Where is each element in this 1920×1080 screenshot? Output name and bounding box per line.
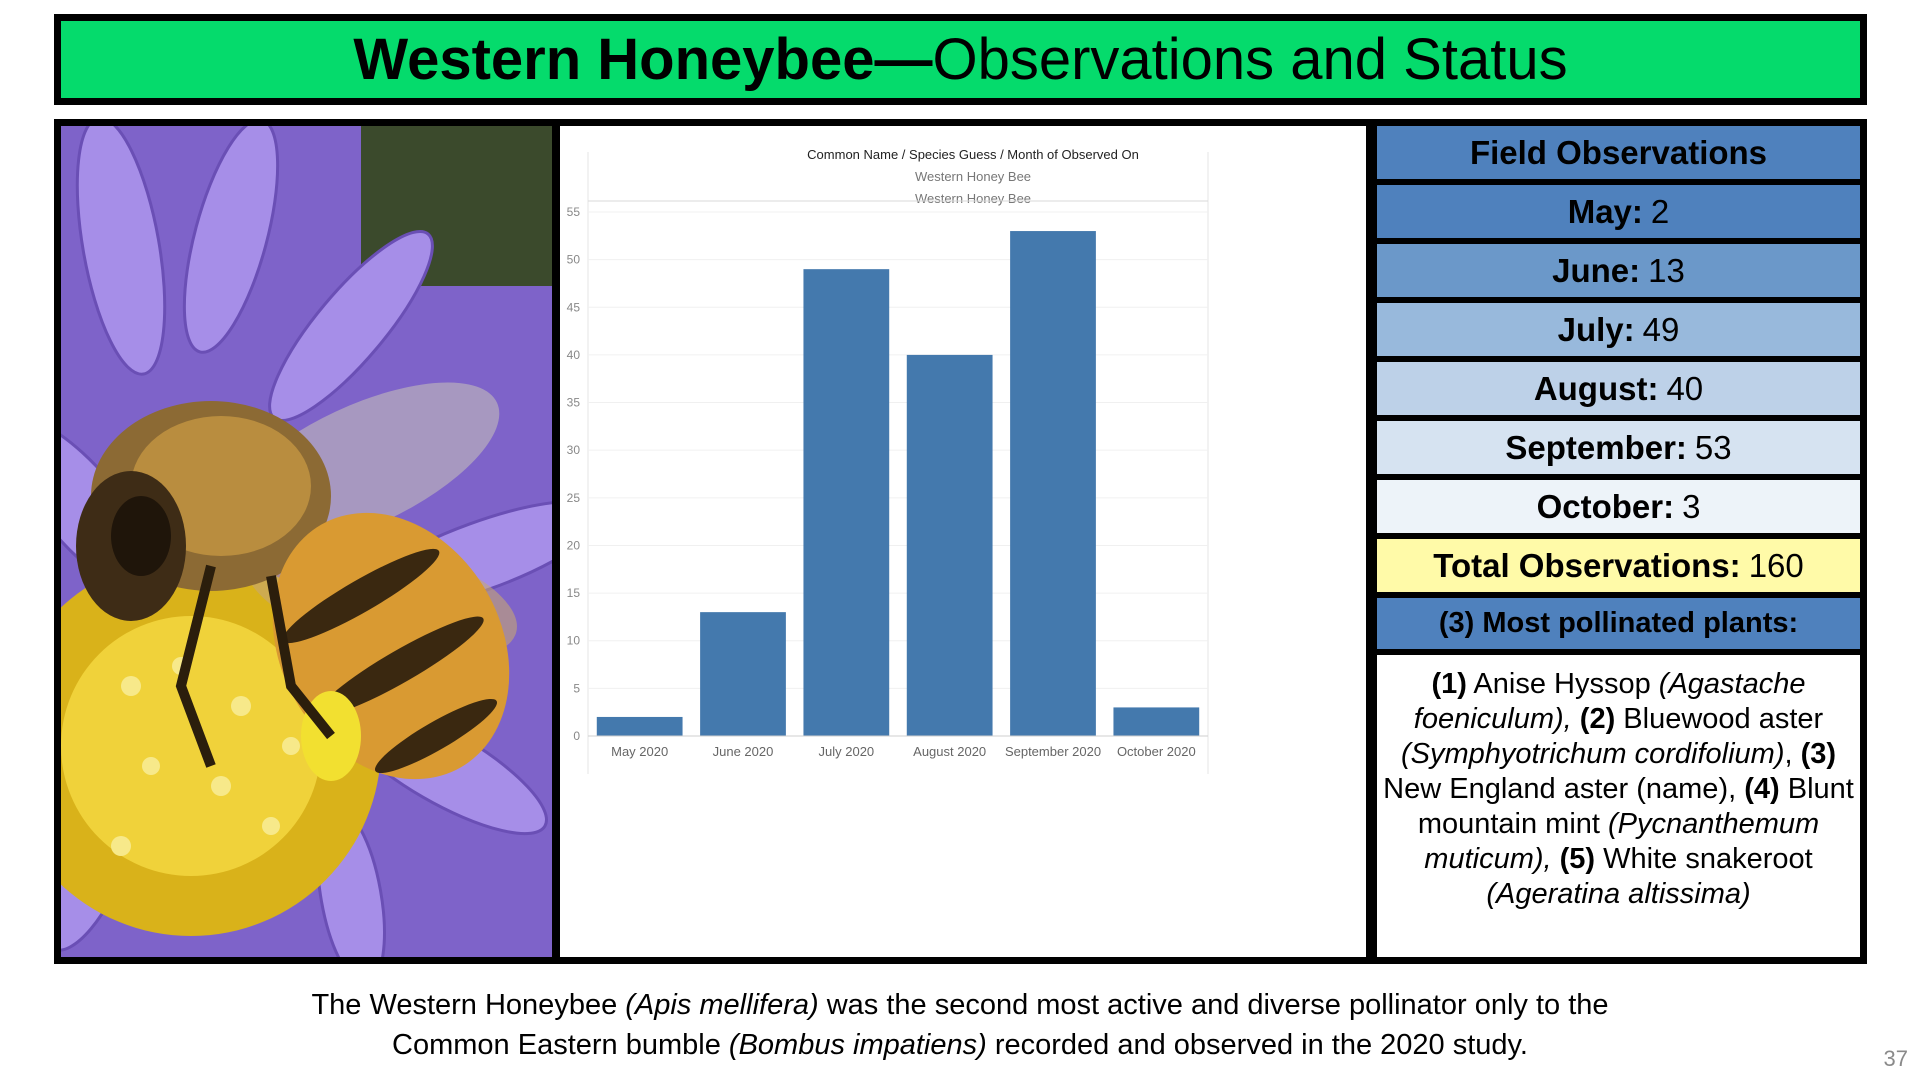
caption-text: The Western Honeybee (311, 989, 626, 1021)
month-row-may: May: 2 (1377, 185, 1860, 238)
month-value: 3 (1682, 487, 1701, 525)
bar (906, 354, 993, 736)
y-tick-label: 25 (567, 491, 581, 505)
honeybee-illustration (61, 126, 552, 957)
plant-scientific-name: (Pycnanthemum muticum), (1424, 808, 1820, 875)
y-tick-label: 35 (567, 396, 581, 410)
caption-line-2: Common Eastern bumble (Bombus impatiens)… (0, 1025, 1920, 1065)
caption-scientific-name: (Apis mellifera) (625, 989, 819, 1021)
x-tick-label: August 2020 (913, 744, 986, 759)
caption-text: was the second most active and diverse p… (818, 989, 1609, 1021)
month-value: 2 (1650, 192, 1670, 230)
total-observations-row: Total Observations: 160 (1377, 539, 1860, 592)
x-tick-label: September 2020 (1005, 744, 1101, 759)
field-observations-panel: Field Observations May: 2 June: 13 July: 49… (1370, 119, 1867, 964)
y-tick-label: 55 (567, 205, 581, 219)
y-tick-label: 20 (567, 538, 581, 552)
plant-common-name: Anise Hyssop (1466, 668, 1659, 700)
month-row-october: October: 3 (1377, 480, 1860, 533)
plant-number: (4) (1744, 773, 1780, 805)
bar (700, 612, 786, 736)
title-rest: Observations and Status (932, 26, 1568, 92)
plant-scientific-name: (Agastache foeniculum), (1413, 668, 1806, 735)
plant-common-name: White snakeroot (1595, 843, 1813, 875)
y-tick-label: 10 (567, 634, 581, 648)
bar-chart-svg: Common Name / Species Guess / Month of O… (567, 147, 1209, 774)
month-label: October: (1536, 487, 1675, 525)
plant-number: (2) (1571, 703, 1616, 735)
x-tick-label: July 2020 (819, 744, 875, 759)
month-label: June: (1552, 251, 1641, 289)
caption-text: Common Eastern bumble (392, 1029, 729, 1061)
month-value: 40 (1666, 369, 1704, 407)
chart-subheader: Western Honey Bee (915, 191, 1031, 206)
month-label: July: (1557, 310, 1635, 348)
y-tick-label: 15 (567, 586, 581, 600)
month-label: August: (1533, 369, 1659, 407)
pollinated-plants-list: (1) Anise Hyssop (Agastache foeniculum),… (1377, 655, 1860, 957)
caption-text: recorded and observed in the 2020 study. (986, 1029, 1528, 1061)
field-observations-header: Field Observations (1377, 126, 1860, 179)
month-value: 13 (1648, 251, 1685, 289)
plant-scientific-name: (Ageratina altissima) (1486, 878, 1751, 910)
plant-separator: , (1784, 738, 1801, 770)
month-row-september: September: 53 (1377, 421, 1860, 474)
bar (596, 716, 683, 736)
month-row-august: August: 40 (1377, 362, 1860, 415)
month-row-july: July: 49 (1377, 303, 1860, 356)
plant-common-name: Bluewood aster (1615, 703, 1824, 735)
x-tick-label: October 2020 (1117, 744, 1196, 759)
bar (803, 269, 890, 736)
y-tick-label: 30 (567, 443, 581, 457)
plant-scientific-name: (Symphyotrichum cordifolium) (1400, 738, 1785, 770)
plant-common-name: Blunt mountain mint (1417, 773, 1854, 840)
honeybee-photo (54, 119, 559, 964)
plants-header: (3) Most pollinated plants: (1377, 598, 1860, 649)
y-tick-label: 40 (567, 348, 581, 362)
slide-title: Western Honeybee— Observations and Status (54, 14, 1867, 105)
chart-header: Common Name / Species Guess / Month of O… (807, 147, 1139, 162)
plant-common-name: New England aster (name), (1383, 773, 1745, 805)
plant-number: (3) (1800, 738, 1837, 770)
caption-line-1: The Western Honeybee (Apis mellifera) wa… (0, 985, 1920, 1025)
x-tick-label: May 2020 (611, 744, 668, 759)
plants-header-text: (3) Most pollinated plants: (1438, 607, 1799, 639)
bar (1113, 707, 1200, 736)
caption-scientific-name: (Bombus impatiens) (728, 1029, 987, 1061)
y-tick-label: 50 (567, 253, 581, 267)
plant-number: (1) (1431, 668, 1467, 700)
month-value: 53 (1694, 428, 1732, 466)
x-tick-label: June 2020 (713, 744, 774, 759)
slide-caption: The Western Honeybee (Apis mellifera) wa… (0, 985, 1920, 1065)
y-tick-label: 0 (573, 729, 580, 743)
y-tick-label: 45 (567, 300, 581, 314)
month-label: September: (1505, 428, 1687, 466)
total-value: 160 (1748, 546, 1804, 584)
month-row-june: June: 13 (1377, 244, 1860, 297)
bar-chart: Common Name / Species Guess / Month of O… (553, 119, 1373, 964)
title-bold: Western Honeybee— (353, 26, 933, 92)
page-number: 37 (1883, 1046, 1908, 1071)
month-label: May: (1567, 192, 1643, 230)
y-tick-label: 5 (573, 681, 580, 695)
field-observations-title: Field Observations (1469, 133, 1768, 171)
month-value: 49 (1642, 310, 1680, 348)
total-label: Total Observations: (1433, 546, 1741, 584)
plant-number: (5) (1551, 843, 1596, 875)
chart-subheader: Western Honey Bee (915, 169, 1031, 184)
bar (1010, 231, 1096, 736)
